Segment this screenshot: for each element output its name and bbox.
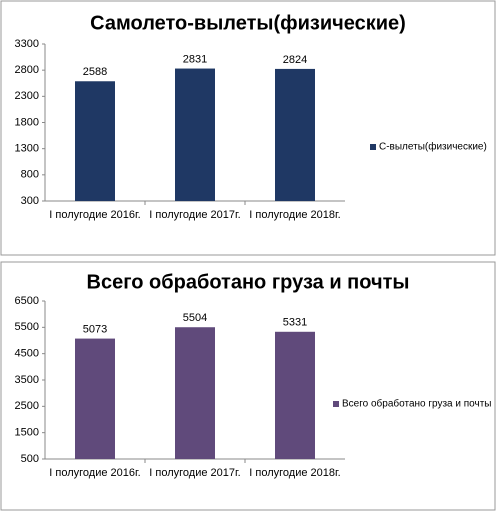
y-tick-label: 3300 xyxy=(15,38,39,50)
data-label: 2831 xyxy=(183,53,207,65)
y-tick-label: 2500 xyxy=(15,400,39,412)
y-tick-label: 800 xyxy=(21,169,39,181)
x-tick-label: I полугодие 2016г. xyxy=(49,209,140,221)
y-tick-label: 2300 xyxy=(15,90,39,102)
y-tick-label: 3500 xyxy=(15,374,39,386)
legend-swatch xyxy=(333,401,339,407)
y-tick-label: 5500 xyxy=(15,321,39,333)
x-tick-label: I полугодие 2016г. xyxy=(49,467,140,479)
x-tick-label: I полугодие 2018г. xyxy=(249,209,340,221)
y-tick-label: 1800 xyxy=(15,116,39,128)
data-label: 5504 xyxy=(183,312,207,324)
data-label: 2824 xyxy=(283,54,307,66)
y-tick-label: 500 xyxy=(21,453,39,465)
bar xyxy=(175,68,215,201)
y-tick-label: 1300 xyxy=(15,143,39,155)
bar xyxy=(275,68,315,201)
y-tick-label: 300 xyxy=(21,195,39,207)
y-tick-label: 4500 xyxy=(15,348,39,360)
x-tick-label: I полугодие 2017г. xyxy=(149,467,240,479)
x-tick-label: I полугодие 2017г. xyxy=(149,209,240,221)
data-label: 5073 xyxy=(83,323,107,335)
legend-label: С-вылеты(физические) xyxy=(379,141,487,153)
x-tick-label: I полугодие 2018г. xyxy=(249,467,340,479)
y-tick-label: 6500 xyxy=(15,295,39,307)
chart-title: Самолето-вылеты(физические) xyxy=(90,12,406,34)
data-label: 5331 xyxy=(283,317,307,329)
legend-label: Всего обработано груза и почты xyxy=(342,398,492,410)
bar xyxy=(175,327,215,459)
bar xyxy=(75,338,115,459)
legend-swatch xyxy=(370,144,376,150)
y-tick-label: 2800 xyxy=(15,64,39,76)
y-tick-label: 1500 xyxy=(15,427,39,439)
bar xyxy=(75,81,115,201)
bar xyxy=(275,331,315,459)
chart-title: Всего обработано груза и почты xyxy=(87,271,410,293)
data-label: 2588 xyxy=(83,66,107,78)
